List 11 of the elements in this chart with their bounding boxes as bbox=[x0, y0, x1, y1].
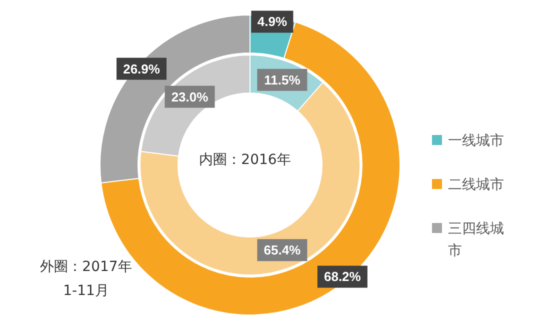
data-label: 4.9% bbox=[257, 14, 288, 30]
legend-label: 一线城市 bbox=[448, 132, 505, 151]
text: 外圈：2017年1-11月 bbox=[40, 258, 132, 301]
data-label: 65.4% bbox=[264, 242, 302, 258]
legend-label: 二线城市 bbox=[448, 176, 505, 195]
data-label: 26.9% bbox=[123, 61, 160, 76]
data-label: 23.0% bbox=[171, 89, 209, 104]
data-label: 11.5% bbox=[264, 72, 301, 88]
data-label: 68.2% bbox=[324, 269, 362, 284]
legend-label: 三四线城市 bbox=[448, 220, 505, 261]
text: 内圈：2016年 bbox=[198, 151, 292, 170]
